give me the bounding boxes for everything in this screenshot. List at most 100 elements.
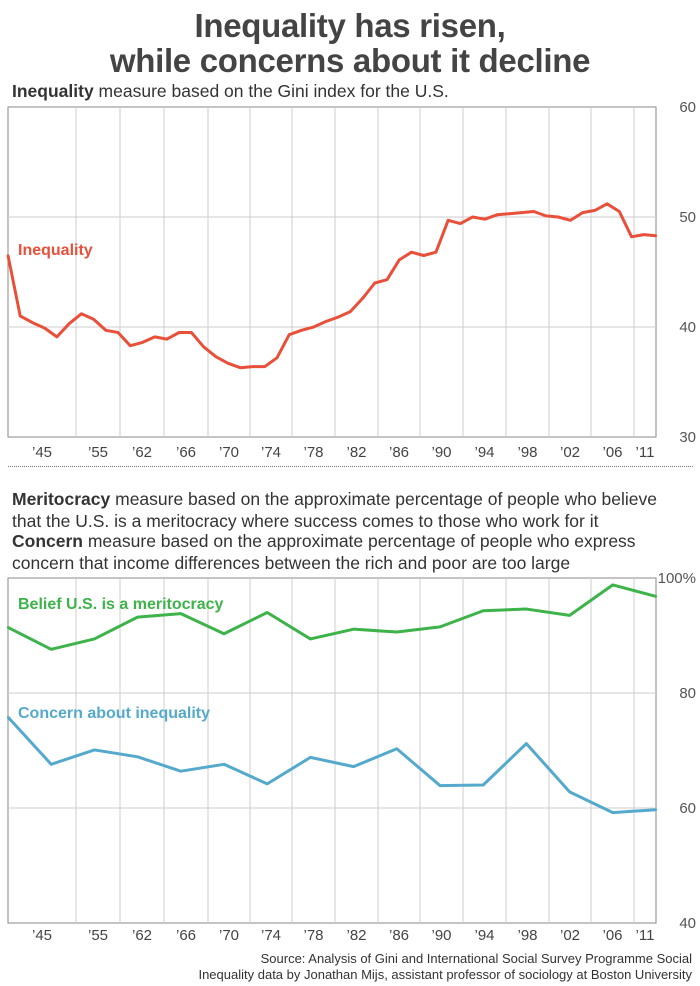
data-point [434,251,438,254]
data-point [556,215,560,219]
y-tick-label: 100% [658,570,696,587]
data-point [165,337,169,341]
x-tick-label: ’94 [474,927,494,944]
data-point [202,345,205,348]
x-tick-label: ’66 [176,444,196,460]
y-tick-label: 40 [679,319,696,336]
data-point [179,770,182,773]
x-tick-label: ’11 [636,444,655,460]
data-point [438,784,442,787]
data-point [544,214,548,218]
x-tick-label: ’98 [517,444,537,460]
data-point [136,755,139,759]
data-point [482,783,485,787]
data-point [177,331,181,334]
data-point [361,297,364,300]
data-point [93,637,96,641]
data-point [395,747,398,750]
data-point [92,318,95,321]
inequality-chart: 30 40 50 60 ’45 ’55 ’62 ’66 ’70 ’74 ’78 ’82 ’86 ’90 ’9… [6,100,696,460]
data-point [116,331,120,334]
data-point [222,763,226,766]
x-tick-label: ’90 [431,444,451,460]
data-point [410,251,413,254]
series-line [7,583,657,651]
data-point [605,202,609,205]
concern-subtitle: Concern measure based on the approximate… [12,530,636,574]
source-note: Source: Analysis of Gini and Internation… [198,951,692,983]
data-point [349,310,352,313]
x-tick-label: ’94 [474,444,494,460]
data-point [568,614,571,617]
data-point [611,583,614,587]
plot-frame [7,106,657,438]
x-tick-label: ’02 [560,444,580,460]
series-label: Inequality [18,242,93,259]
meritocracy-subtitle-bold: Meritocracy [12,489,111,509]
data-point [324,320,328,323]
data-point [6,626,10,629]
data-point [136,615,139,619]
section-divider [8,466,693,467]
data-point [654,808,658,811]
x-tick-label: ’11 [636,927,655,944]
data-point [80,312,83,315]
data-point [309,637,312,641]
plot-frame [7,577,657,924]
data-point [222,632,226,635]
title-line-2: while concerns about it decline [109,42,591,79]
data-point [385,278,389,281]
x-tick-label: ’70 [219,927,239,944]
data-point [352,765,355,768]
data-point [471,215,474,219]
y-tick-label: 60 [679,100,696,116]
meritocracy-subtitle-rest: measure based on the approximate percent… [110,489,658,509]
source-line-1: Source: Analysis of Gini and Internation… [260,951,692,966]
x-tick-label: ’74 [261,444,281,460]
data-point [31,321,34,324]
data-point [309,756,312,759]
x-tick-label: ’62 [132,444,152,460]
data-point [141,341,144,344]
data-point [520,211,523,214]
data-point [104,329,108,332]
title-line-1: Inequality has risen, [194,7,506,44]
x-tick-label: ’98 [517,927,537,944]
data-point [50,648,53,651]
concern-subtitle-line2: concern that income differences between … [12,553,571,573]
data-point [129,344,132,347]
x-tick-label: ’06 [602,444,622,460]
data-point [67,322,71,325]
data-point [179,612,182,615]
data-point [459,222,462,225]
data-point [251,365,254,368]
y-tick-label: 50 [679,209,696,226]
x-tick-label: ’70 [219,444,239,460]
series-label: Concern about inequality [18,705,210,722]
data-point [19,314,22,318]
data-point [239,366,242,369]
series-2 [6,715,658,815]
data-point [630,235,633,238]
data-point [611,811,614,814]
data-point [55,335,59,339]
series-1 [6,583,658,651]
x-tick-label: ’90 [431,927,451,944]
data-point [422,254,425,257]
data-point [6,254,10,257]
x-tick-label: ’82 [346,927,366,944]
data-point [618,210,621,213]
data-point [190,331,193,334]
data-point [525,607,528,611]
top-subtitle-rest: measure based on the Gini index for the … [93,81,449,101]
data-point [483,218,487,221]
top-subtitle-bold: Inequality [12,81,94,101]
data-point [288,333,291,336]
data-point [508,212,511,215]
x-tick-label: ’78 [303,444,323,460]
data-point [263,365,266,368]
data-point [654,595,658,598]
x-tick-label: ’45 [32,927,52,944]
series-line [6,202,657,370]
data-point [395,630,398,634]
